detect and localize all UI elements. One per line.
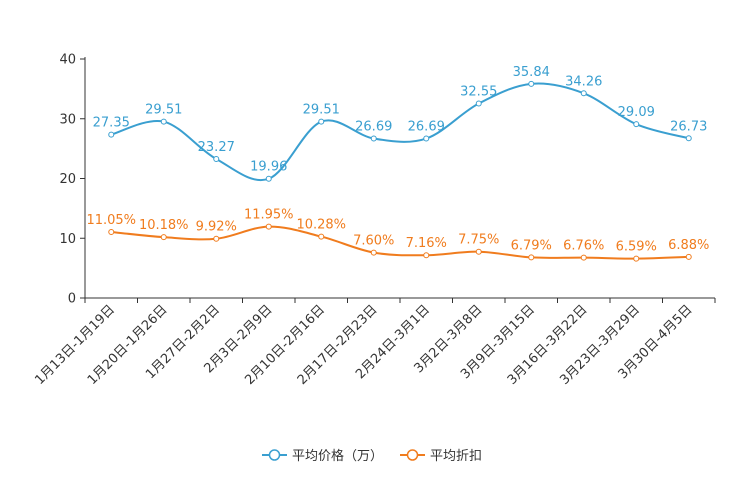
data-label: 29.51	[145, 103, 182, 118]
data-point	[685, 253, 692, 260]
data-labels: 27.35 29.51 23.27 19.96 29.51 26.69 26.69 32.55…	[86, 65, 709, 255]
data-label: 6.59%	[616, 240, 657, 255]
data-label: 6.79%	[511, 238, 552, 253]
data-label: 7.16%	[406, 236, 447, 251]
data-point	[265, 175, 272, 182]
data-label: 29.09	[618, 105, 655, 120]
data-label: 32.55	[460, 85, 497, 100]
data-point	[160, 234, 167, 241]
data-label: 6.76%	[563, 239, 604, 254]
data-label: 26.73	[670, 119, 707, 134]
data-point	[213, 155, 220, 162]
y-tick-label: 10	[59, 232, 76, 247]
data-label: 10.28%	[296, 218, 346, 233]
data-point	[318, 118, 325, 125]
legend-marker-icon	[268, 449, 281, 461]
series	[108, 80, 692, 262]
data-point	[318, 233, 325, 240]
data-point	[213, 235, 220, 242]
legend-label: 平均价格（万）	[292, 448, 383, 464]
data-label: 35.84	[513, 65, 550, 80]
legend-label: 平均折扣	[430, 449, 482, 464]
data-label: 9.92%	[196, 220, 237, 235]
legend[interactable]: 平均价格（万） 平均折扣	[262, 448, 482, 464]
series-line-1	[110, 82, 690, 182]
data-label: 11.05%	[86, 213, 136, 228]
data-label: 6.88%	[668, 238, 709, 253]
data-point	[108, 131, 115, 138]
data-point	[108, 228, 115, 235]
data-label: 7.75%	[458, 233, 499, 248]
legend-item-2[interactable]: 平均折扣	[400, 449, 482, 464]
data-point	[370, 249, 377, 256]
data-point	[265, 223, 272, 230]
data-label: 7.60%	[353, 234, 394, 249]
data-point	[475, 248, 482, 255]
data-label: 19.96	[250, 160, 287, 175]
data-point	[633, 121, 640, 128]
data-label: 26.69	[408, 120, 445, 135]
data-point	[580, 254, 587, 261]
data-point	[160, 118, 167, 125]
legend-item-1[interactable]: 平均价格（万）	[262, 448, 383, 464]
data-point	[685, 135, 692, 142]
data-point	[370, 135, 377, 142]
data-label: 23.27	[198, 140, 235, 155]
data-point	[580, 90, 587, 97]
y-tick-label: 0	[68, 292, 76, 307]
data-point	[423, 135, 430, 142]
series-line-2	[111, 225, 689, 260]
data-point	[423, 252, 430, 259]
data-label: 34.26	[565, 74, 602, 89]
data-point	[528, 80, 535, 87]
y-tick-label: 30	[59, 112, 76, 127]
data-point	[633, 255, 640, 262]
y-tick-label: 20	[59, 172, 76, 187]
data-label: 11.95%	[244, 208, 294, 223]
data-label: 29.51	[303, 103, 340, 118]
data-point	[528, 254, 535, 261]
data-label: 26.69	[355, 120, 392, 135]
y-tick-label: 40	[59, 53, 76, 68]
data-point	[475, 100, 482, 107]
data-label: 10.18%	[139, 218, 189, 233]
legend-marker-icon	[406, 449, 419, 461]
data-label: 27.35	[93, 116, 130, 131]
